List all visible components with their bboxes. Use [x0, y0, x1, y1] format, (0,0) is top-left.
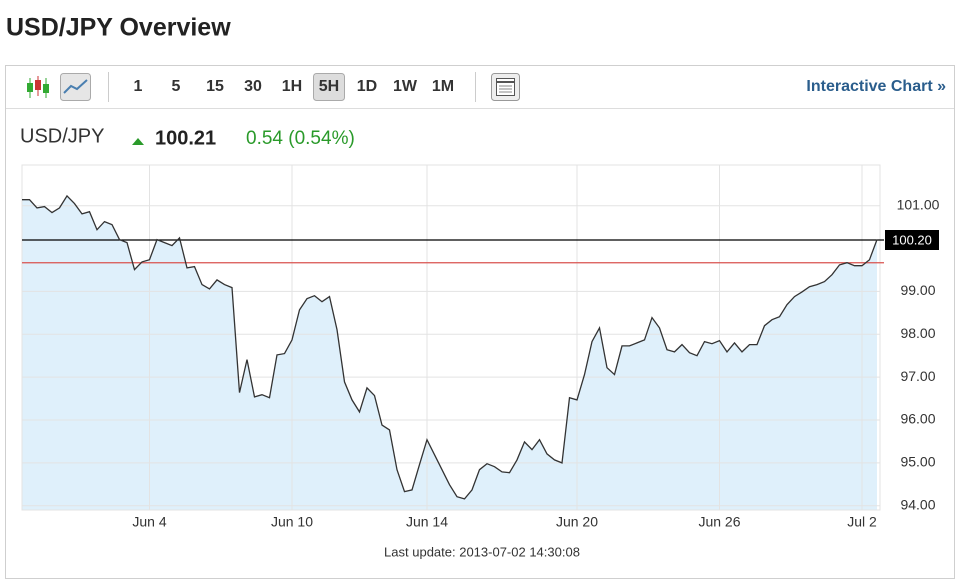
range-button[interactable]: 5H	[319, 78, 339, 95]
range-button[interactable]: 30	[244, 78, 262, 95]
x-tick-label: Jul 2	[847, 514, 877, 530]
candle-icon[interactable]	[27, 76, 49, 98]
y-tick-label: 95.00	[900, 454, 935, 470]
x-tick-label: Jun 20	[556, 514, 598, 530]
x-tick-label: Jun 4	[132, 514, 166, 530]
price-tag	[885, 230, 939, 250]
area	[22, 195, 877, 510]
line-icon[interactable]	[60, 73, 91, 101]
quote-symbol: USD/JPY	[20, 125, 104, 147]
range-button[interactable]: 15	[206, 78, 224, 95]
y-tick-label: 97.00	[900, 368, 935, 384]
x-tick-label: Jun 26	[698, 514, 740, 530]
y-tick-label: 101.00	[897, 196, 940, 212]
y-tick-label: 99.00	[900, 282, 935, 298]
x-tick-label: Jun 14	[406, 514, 448, 530]
x-tick-label: Jun 10	[271, 514, 313, 530]
range-button[interactable]: 1H	[282, 78, 302, 95]
quote-change: 0.54 (0.54%)	[246, 128, 355, 149]
y-tick-label: 96.00	[900, 411, 935, 427]
plot-frame	[21, 164, 881, 511]
range-button[interactable]: 1	[134, 78, 143, 95]
y-tick-label: 98.00	[900, 325, 935, 341]
price-line	[22, 194, 878, 500]
quote-last: 100.21	[155, 127, 216, 149]
y-tick-label: 94.00	[900, 496, 935, 512]
range-button[interactable]: 1W	[393, 78, 418, 95]
range-button[interactable]: 5	[172, 78, 181, 95]
table-icon[interactable]	[491, 73, 520, 101]
last-update: Last update: 2013-07-02 14:30:08	[384, 544, 580, 559]
interactive-chart-link[interactable]: Interactive Chart »	[806, 78, 946, 95]
up-arrow	[132, 138, 144, 145]
range-selected	[313, 73, 345, 101]
range-button[interactable]: 1M	[432, 78, 454, 95]
price-tag-label: 100.20	[892, 232, 932, 247]
page-title: USD/JPY Overview	[6, 14, 231, 42]
range-button[interactable]: 1D	[357, 78, 377, 95]
